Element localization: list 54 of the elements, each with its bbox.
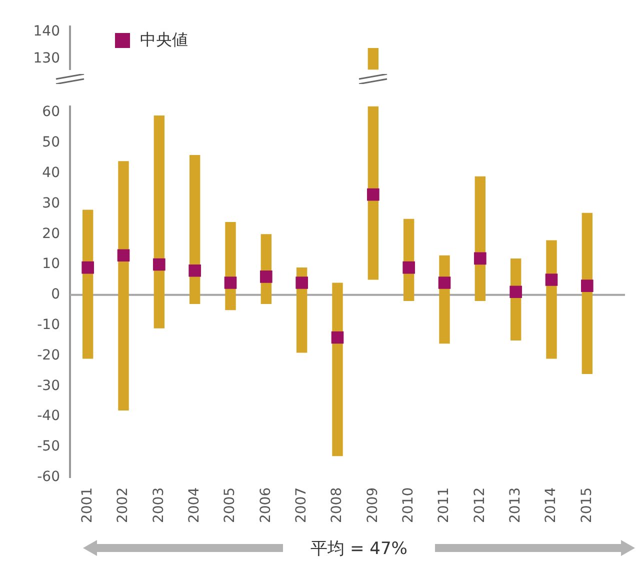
y-tick-label: 20 [42, 226, 60, 242]
x-tick-label: 2005 [222, 487, 238, 524]
x-tick-label: 2006 [258, 487, 274, 524]
y-tick-label: -20 [37, 347, 60, 364]
x-tick-label: 2008 [329, 487, 346, 524]
point [82, 261, 94, 274]
bar [118, 161, 129, 410]
y-tick-label: 0 [51, 286, 60, 303]
point [438, 276, 451, 289]
x-tick-label: 2013 [507, 487, 524, 524]
x-tick-label: 2009 [364, 487, 381, 524]
point [224, 276, 237, 289]
point [188, 264, 201, 277]
y-tick-label: -50 [37, 438, 60, 455]
x-tick-label: 2007 [293, 487, 310, 524]
point [331, 331, 344, 344]
bar [82, 210, 94, 359]
y-tick-label: 30 [42, 195, 60, 212]
bar [582, 212, 593, 374]
legend-label: 中央値 [140, 30, 188, 51]
point [545, 274, 558, 286]
y-tick-label: 60 [42, 104, 60, 120]
point [367, 188, 380, 201]
point [581, 280, 594, 292]
y-tick-label: -40 [37, 408, 60, 424]
point [402, 261, 415, 274]
x-tick-label: 2003 [150, 487, 167, 524]
bar [546, 240, 557, 359]
point [474, 252, 486, 265]
y-tick-label: 50 [42, 134, 60, 151]
point [260, 270, 272, 283]
x-tick-label: 2002 [115, 487, 132, 524]
text: 平均 = 47% [310, 538, 408, 560]
point [153, 258, 166, 271]
y-tick-label: 40 [42, 164, 60, 181]
x-tick-label: 2010 [400, 487, 416, 524]
y-tick-label: -10 [37, 316, 60, 333]
y-tick-label: -60 [37, 469, 60, 486]
x-tick-label: 2014 [543, 487, 560, 524]
point [510, 286, 522, 298]
y-tick-label: 140 [33, 23, 60, 40]
point [117, 249, 130, 262]
bar [189, 155, 200, 304]
bar [332, 282, 343, 456]
x-tick-label: 2012 [472, 487, 488, 524]
x-tick-label: 2011 [436, 487, 452, 524]
y-tick-label: 130 [33, 50, 60, 66]
x-tick-label: 2004 [186, 487, 202, 524]
x-tick-label: 2015 [578, 487, 595, 524]
y-tick-label: 10 [42, 256, 60, 272]
x-tick-label: 2001 [79, 487, 96, 524]
y-tick-label: -30 [37, 378, 60, 394]
point [296, 276, 308, 289]
bar [154, 116, 165, 328]
